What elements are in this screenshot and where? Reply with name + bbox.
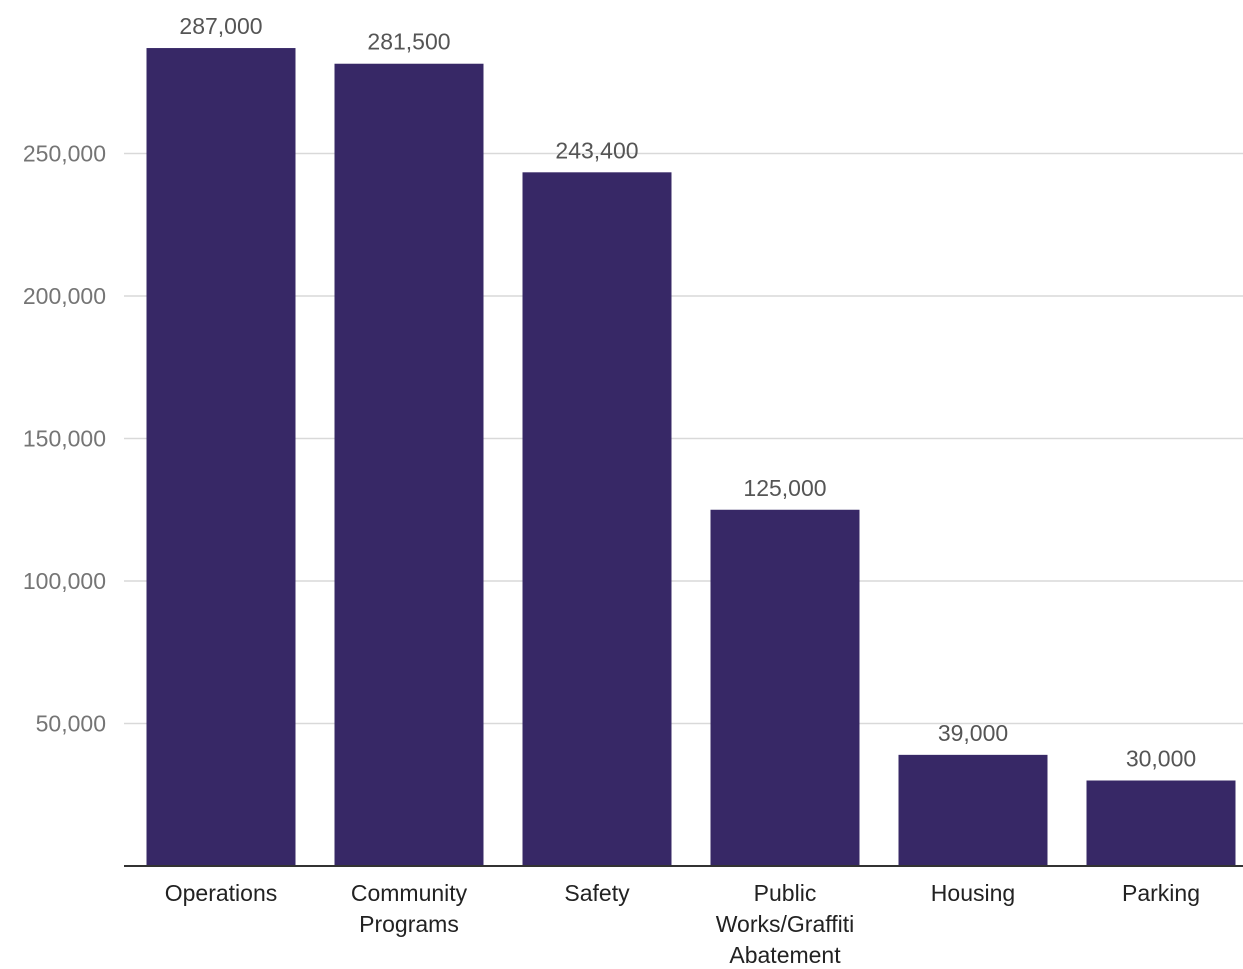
y-tick-label: 100,000 xyxy=(23,568,106,594)
data-label: 281,500 xyxy=(367,29,450,55)
gridlines xyxy=(124,152,1243,725)
y-tick-label: 200,000 xyxy=(23,283,106,309)
category-label: Housing xyxy=(931,880,1015,906)
bars xyxy=(146,48,1236,867)
category-label: Community Programs xyxy=(351,880,468,937)
category-label: Safety xyxy=(564,880,630,906)
y-axis-ticks: 50,000 100,000 150,000 200,000 250,000 xyxy=(23,141,106,737)
y-tick-label: 250,000 xyxy=(23,141,106,167)
bar xyxy=(898,754,1048,866)
data-labels: 287,000 281,500 243,400 125,000 39,000 30,000 xyxy=(179,13,1196,771)
data-label: 243,400 xyxy=(555,137,638,163)
category-label: Parking xyxy=(1122,880,1200,906)
bar xyxy=(1086,780,1236,866)
bar xyxy=(710,509,860,866)
bar xyxy=(522,172,672,866)
x-axis-categories: Operations Community Programs Safety Public W… xyxy=(165,880,1200,968)
y-tick-label: 150,000 xyxy=(23,426,106,452)
data-label: 287,000 xyxy=(179,13,262,39)
y-tick-label: 50,000 xyxy=(36,711,106,737)
category-label: Public Works/Graffiti Abatement xyxy=(716,880,854,968)
bar xyxy=(334,63,484,867)
data-label: 39,000 xyxy=(938,720,1008,746)
data-label: 125,000 xyxy=(743,475,826,501)
data-label: 30,000 xyxy=(1126,746,1196,772)
category-label: Operations xyxy=(165,880,278,906)
bar xyxy=(146,48,296,867)
